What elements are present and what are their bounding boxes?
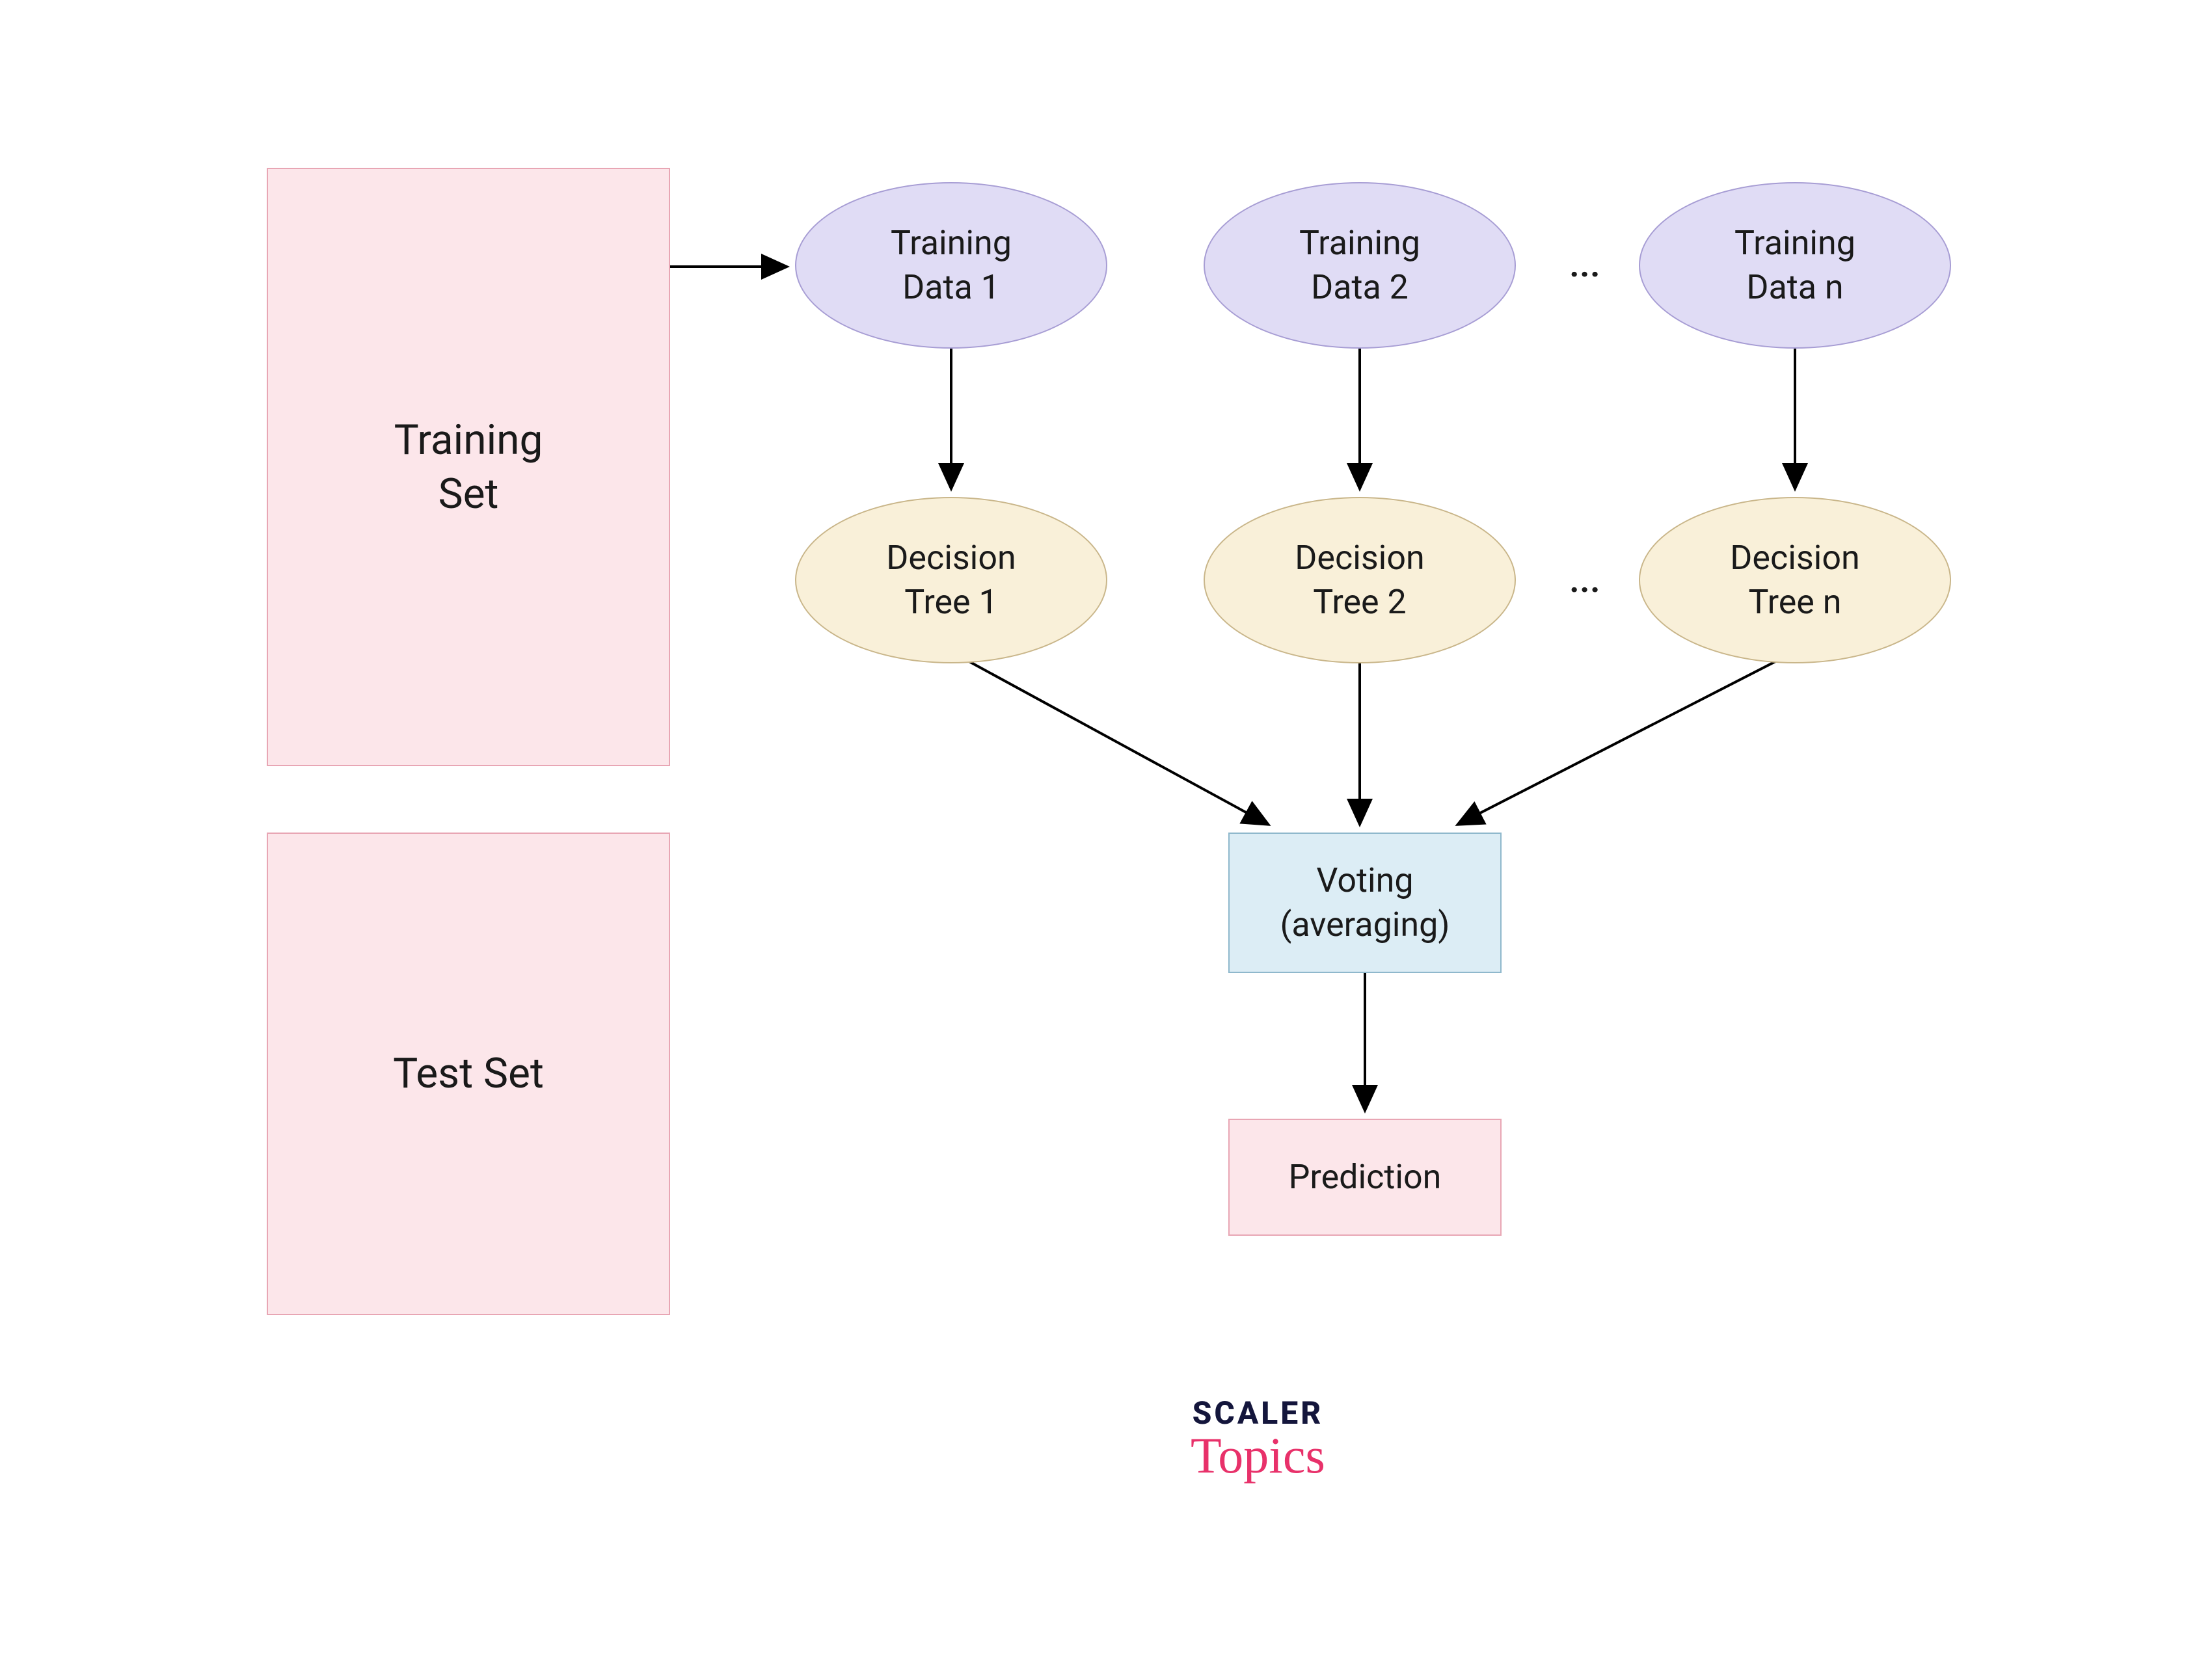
training-set-label: TrainingSet: [394, 413, 543, 521]
training-data-2: TrainingData 2: [1204, 182, 1516, 349]
ellipsis-top-label: ...: [1569, 241, 1600, 288]
voting-box: Voting(averaging): [1228, 833, 1502, 973]
training-data-n: TrainingData n: [1639, 182, 1951, 349]
training-data-1-label: TrainingData 1: [891, 221, 1012, 309]
logo-topics-text: Topics: [1191, 1426, 1325, 1485]
training-data-1: TrainingData 1: [795, 182, 1107, 349]
decision-tree-1-label: DecisionTree 1: [886, 536, 1016, 624]
diagram-canvas: TrainingSet Test Set TrainingData 1 Trai…: [0, 0, 2212, 1680]
ellipsis-bottom-label: ...: [1569, 556, 1600, 604]
ellipsis-top: ...: [1569, 241, 1600, 288]
voting-label: Voting(averaging): [1280, 859, 1450, 946]
training-set-box: TrainingSet: [267, 168, 670, 766]
decision-tree-1: DecisionTree 1: [795, 497, 1107, 663]
prediction-box: Prediction: [1228, 1119, 1502, 1236]
test-set-box: Test Set: [267, 833, 670, 1315]
decision-tree-2: DecisionTree 2: [1204, 497, 1516, 663]
decision-tree-2-label: DecisionTree 2: [1295, 536, 1424, 624]
training-data-n-label: TrainingData n: [1734, 221, 1855, 309]
training-data-2-label: TrainingData 2: [1299, 221, 1420, 309]
scaler-topics-logo: SCALER Topics: [1191, 1394, 1325, 1485]
test-set-label: Test Set: [393, 1047, 544, 1100]
prediction-label: Prediction: [1289, 1155, 1442, 1199]
ellipsis-bottom: ...: [1569, 556, 1600, 604]
decision-tree-n: DecisionTree n: [1639, 497, 1951, 663]
decision-tree-n-label: DecisionTree n: [1730, 536, 1859, 624]
